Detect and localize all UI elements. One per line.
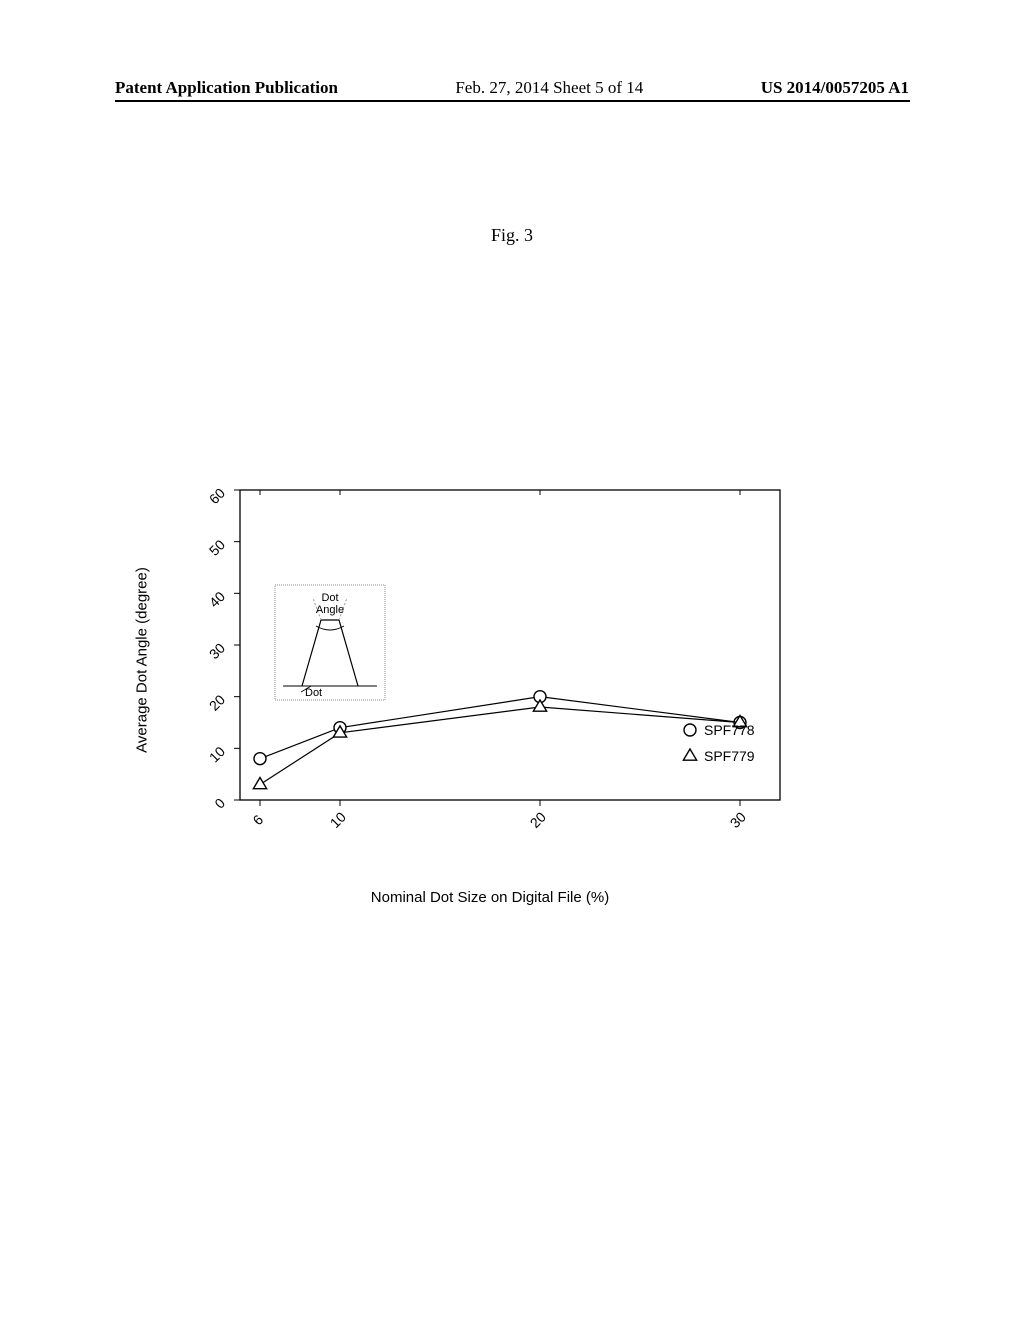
- header-left: Patent Application Publication: [115, 78, 338, 98]
- svg-text:60: 60: [206, 485, 228, 507]
- svg-text:10: 10: [206, 743, 228, 765]
- chart-container: Average Dot Angle (degree) 0102030405060…: [170, 480, 810, 900]
- svg-text:SPF779: SPF779: [704, 748, 755, 764]
- svg-text:20: 20: [206, 691, 228, 713]
- svg-text:30: 30: [206, 640, 228, 662]
- svg-text:6: 6: [249, 811, 266, 828]
- svg-text:50: 50: [206, 536, 228, 558]
- svg-text:20: 20: [527, 809, 549, 831]
- svg-text:10: 10: [327, 809, 349, 831]
- page-header: Patent Application Publication Feb. 27, …: [0, 78, 1024, 98]
- header-divider: [115, 100, 910, 102]
- header-mid: Feb. 27, 2014 Sheet 5 of 14: [455, 78, 643, 98]
- svg-text:Dot: Dot: [305, 687, 322, 699]
- svg-text:30: 30: [727, 809, 749, 831]
- x-axis-label: Nominal Dot Size on Digital File (%): [170, 889, 810, 906]
- svg-text:Dot: Dot: [321, 592, 338, 604]
- header-right: US 2014/0057205 A1: [761, 78, 909, 98]
- svg-text:SPF778: SPF778: [704, 722, 755, 738]
- svg-text:Angle: Angle: [316, 604, 344, 616]
- figure-label: Fig. 3: [0, 225, 1024, 246]
- svg-text:0: 0: [211, 795, 228, 812]
- chart-svg: 01020304050606102030SPF778SPF779DotAngle…: [170, 480, 810, 840]
- svg-text:40: 40: [206, 588, 228, 610]
- y-axis-label: Average Dot Angle (degree): [134, 567, 151, 753]
